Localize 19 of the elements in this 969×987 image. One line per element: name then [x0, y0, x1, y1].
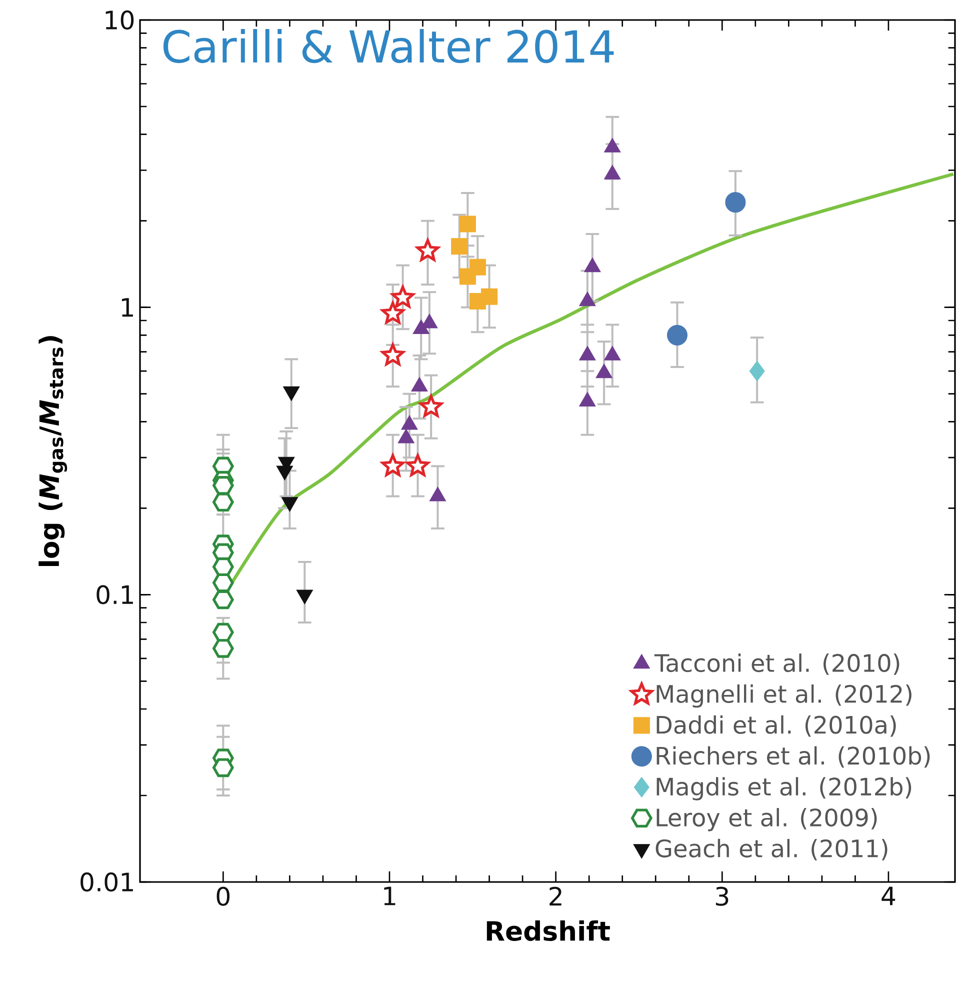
- x-tick-label: 0: [216, 886, 230, 906]
- y-tick-label: 0.01: [80, 872, 133, 892]
- legend-label: Leroy et al. (2009): [656, 808, 877, 832]
- legend-label: Daddi et al. (2010a): [656, 715, 896, 737]
- x-tick-label: 4: [882, 886, 896, 906]
- x-axis-title: Redshift: [486, 920, 610, 941]
- legend-label: Magdis et al. (2012b): [656, 777, 912, 800]
- y-tick-label: 0.1: [96, 585, 133, 604]
- y-axis-title: log (M$_{gas}$/M$_{stars}$): [38, 336, 68, 566]
- legend-label: Magnelli et al. (2012): [656, 684, 912, 708]
- x-tick-label: 1: [384, 886, 396, 906]
- y-tick-label: 1: [122, 298, 133, 317]
- annotation: Carilli & Walter 2014: [163, 29, 614, 64]
- x-tick-label: 2: [550, 886, 562, 906]
- x-tick-label: 3: [716, 886, 728, 906]
- legend-label: Geach et al. (2011): [656, 838, 888, 860]
- legend-label: Riechers et al. (2010b): [656, 746, 930, 768]
- y-tick-label: 10: [106, 10, 134, 30]
- legend-label: Tacconi et al. (2010): [654, 654, 900, 675]
